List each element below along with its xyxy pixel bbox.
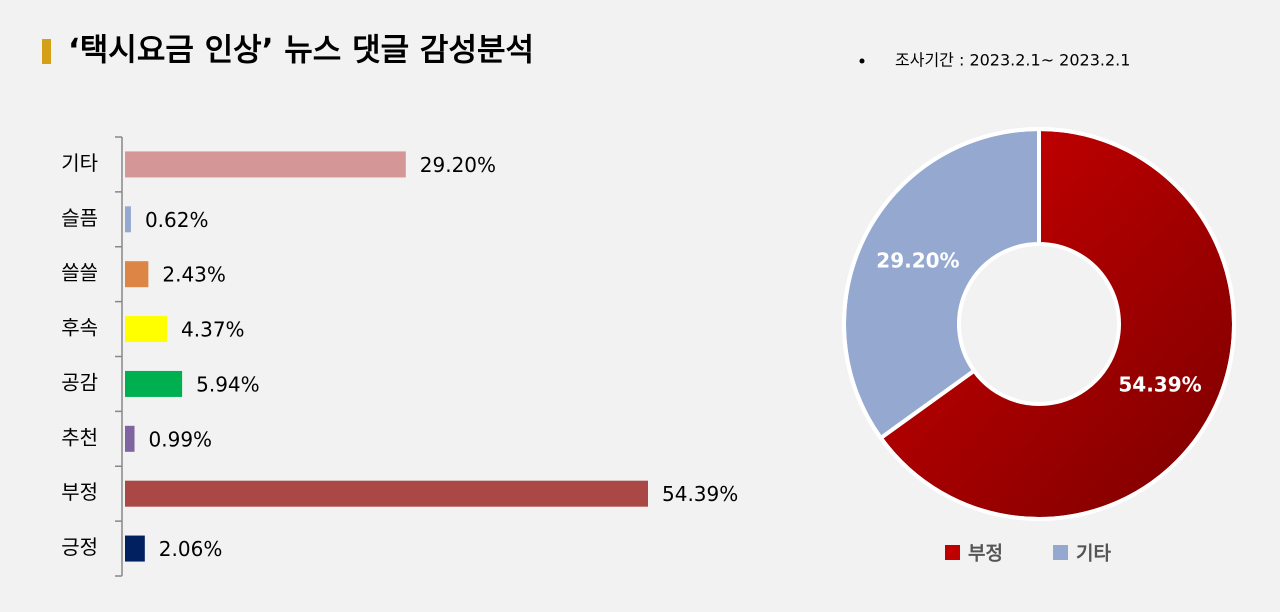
legend-swatch [1053,545,1068,560]
bar [125,535,145,562]
donut-rim [842,127,1236,521]
category-label: 기타 [61,151,98,175]
category-label: 긍정 [61,535,98,559]
title: ‘택시요금 인상’ 뉴스 댓글 감성분석 [68,33,534,69]
category-label: 추천 [61,425,98,449]
bar [125,370,183,397]
value-label: 29.20% [420,153,496,177]
bullet [859,58,865,64]
legend-swatch [945,545,960,560]
value-label: 2.43% [162,263,226,287]
legend-label: 부정 [968,543,1003,565]
category-label: 슬픔 [61,206,98,230]
value-label: 0.99% [149,427,213,451]
value-label: 5.94% [196,372,260,396]
note: 조사기간 : 2023.2.1~ 2023.2.1 [895,51,1130,70]
category-label: 쓸쓸 [61,261,98,285]
value-label: 54.39% [662,482,738,506]
slice-label: 29.20% [876,249,959,273]
value-label: 2.06% [159,537,223,561]
bar [125,261,149,288]
slice-label: 54.39% [1118,372,1201,396]
value-label: 4.37% [181,318,245,342]
bar [125,206,131,233]
category-label: 후속 [61,316,98,340]
bar [125,425,135,452]
bar [125,316,168,343]
bar [125,480,648,507]
category-label: 부정 [61,480,98,504]
category-label: 공감 [61,370,98,394]
bar [125,151,406,178]
legend-label: 기타 [1076,543,1111,565]
value-label: 0.62% [145,208,209,232]
title-marker [42,39,51,64]
